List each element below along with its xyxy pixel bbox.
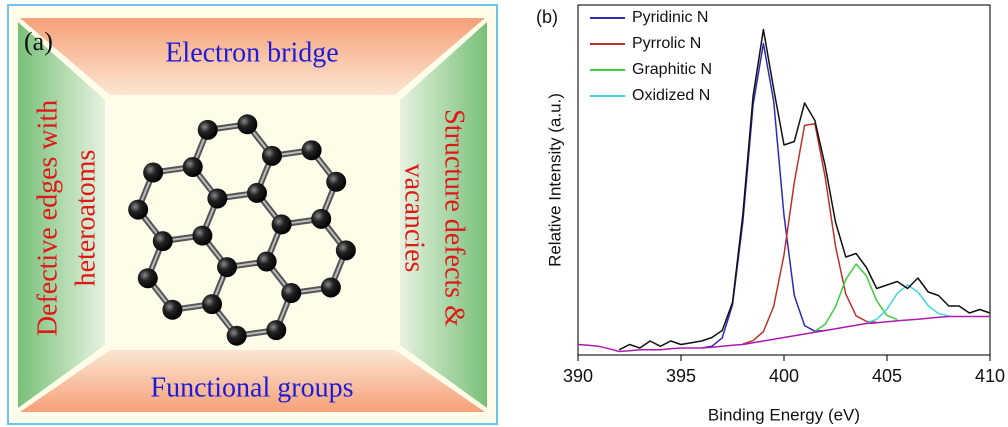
atom	[192, 226, 212, 246]
atom	[266, 320, 286, 340]
legend-label: Pyrrolic N	[632, 35, 701, 52]
legend-label: Pyridinic N	[632, 9, 708, 26]
panel-label: (a)	[24, 27, 53, 56]
x-tick-label: 410	[975, 366, 1005, 386]
right-text: vacancies	[399, 164, 430, 273]
atom	[302, 140, 322, 160]
series-line	[702, 44, 826, 349]
atom	[326, 172, 346, 192]
series-line	[578, 317, 990, 352]
atom	[227, 326, 247, 346]
atom	[183, 157, 203, 177]
atom	[128, 200, 148, 220]
y-axis-label: Relative Intensity (a.u.)	[545, 93, 564, 267]
atom	[207, 188, 227, 208]
panel-a: (a) Electron bridge Functional groups De…	[8, 5, 497, 424]
atom	[336, 240, 356, 260]
atom	[272, 214, 292, 234]
x-axis-label: Binding Energy (eV)	[708, 405, 860, 424]
atom	[143, 163, 163, 183]
figure: (a) Electron bridge Functional groups De…	[0, 0, 1008, 427]
x-tick-label: 390	[563, 366, 593, 386]
atom	[198, 120, 218, 140]
x-tick-label: 400	[769, 366, 799, 386]
atom	[321, 277, 341, 297]
panel-b: (b) Binding Energy (eV) Relative Intensi…	[536, 5, 1005, 424]
atom	[311, 209, 331, 229]
atom	[247, 183, 267, 203]
series-line	[815, 264, 897, 331]
atom	[202, 294, 222, 314]
left-text: heteroatoms	[70, 150, 101, 287]
series-line	[743, 124, 877, 344]
bottom-text: Functional groups	[151, 372, 354, 403]
x-tick-label: 395	[666, 366, 696, 386]
atom	[262, 146, 282, 166]
left-text: Defective edges with	[32, 100, 63, 336]
legend-label: Graphitic N	[632, 61, 712, 78]
atom	[138, 268, 158, 288]
plot-frame	[578, 5, 990, 355]
atom	[237, 114, 257, 134]
atom	[217, 257, 237, 277]
atom	[162, 300, 182, 320]
right-text: Structure defects &	[439, 109, 470, 327]
atom	[153, 231, 173, 251]
atom	[257, 252, 277, 272]
legend-label: Oxidized N	[632, 87, 710, 104]
top-text: Electron bridge	[165, 37, 338, 68]
atom	[281, 283, 301, 303]
panel-label: (b)	[536, 7, 558, 27]
x-tick-label: 405	[872, 366, 902, 386]
